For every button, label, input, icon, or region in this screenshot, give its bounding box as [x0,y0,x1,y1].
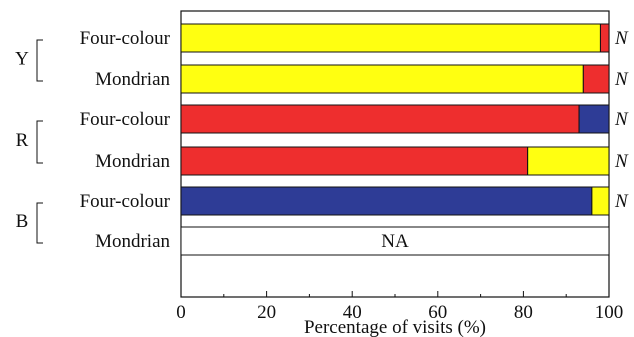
x-tick-label: 20 [257,302,276,323]
group-bracket [36,120,43,164]
bar-segment [527,146,610,176]
x-tick-label: 40 [343,302,362,323]
bar-category-label: Mondrian [95,69,170,90]
x-tick-label: 60 [428,302,447,323]
bar-annotation: N [614,151,629,172]
bar-empty [180,226,610,256]
x-axis-label: Percentage of visits (%) [304,317,486,337]
bar-category-label: Four-colour [80,28,171,49]
bar-segment [578,104,610,134]
bar-annotation: N [614,28,629,49]
group-bracket [36,202,43,244]
bar-segment [582,64,610,94]
bar-annotation: N [614,69,629,90]
bar-segment [180,104,580,134]
plot-area: Y Four-colour N Mondrian N R Four-colour N Mondr… [15,10,629,323]
group-label: Y [15,49,29,70]
bar-segment [180,23,601,53]
bar-category-label: Four-colour [80,109,171,130]
x-tick-label: 80 [514,302,533,323]
bar-annotation: N [614,109,629,130]
bar-segment [180,64,584,94]
bar-category-label: Four-colour [80,191,171,212]
x-tick-label: 100 [595,302,624,323]
bar-annotation: N [614,191,629,212]
group-bracket [36,39,43,82]
bar-segment [599,23,610,53]
bar-segment [591,186,610,216]
group-label: B [16,211,29,232]
na-label: NA [381,231,409,252]
bar-category-label: Mondrian [95,151,170,172]
x-tick-label: 0 [176,302,186,323]
bar-category-label: Mondrian [95,231,170,252]
group-label: R [16,130,29,151]
bar-segment [180,146,529,176]
bar-segment [180,186,593,216]
